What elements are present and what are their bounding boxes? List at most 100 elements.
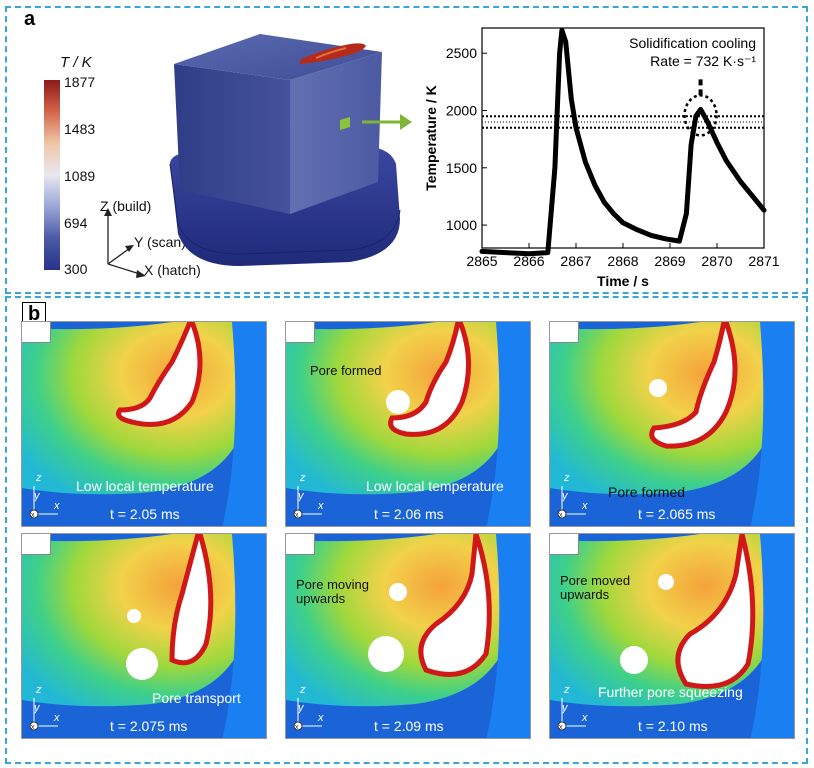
tile-time: t = 2.05 ms: [110, 506, 180, 522]
pore: [127, 609, 141, 623]
colorbar-tick: 1089: [64, 168, 96, 184]
panel-a-letter: a: [24, 8, 36, 30]
colorbar-tick: 694: [64, 215, 88, 231]
x-tick-label: 2866: [513, 253, 544, 269]
mini-axes: x: [557, 486, 586, 519]
temperature-chart: 2865 2866 2867 2868 2869 2870 2871 1000 1500 2000…: [410, 14, 804, 290]
temperature-series-line: [479, 27, 767, 257]
colorbar-gradient: [44, 80, 60, 270]
mini-axis-z-label: z: [300, 472, 306, 484]
mini-axis-z-label: z: [36, 472, 42, 484]
mini-axes: x: [29, 698, 58, 731]
svg-text:x: x: [559, 724, 563, 731]
tile-label: Pore transport: [152, 690, 241, 706]
tile-label: Low local temperature: [76, 478, 214, 494]
tile-label: Low local temperature: [366, 478, 504, 494]
tile-time: t = 2.06 ms: [374, 506, 444, 522]
mini-axes: x: [557, 698, 586, 731]
tile-corner-box: [22, 534, 51, 555]
x-tick-label: 2867: [560, 253, 591, 269]
tile-corner-box: [286, 322, 315, 343]
mini-axis-z-label: z: [564, 472, 570, 484]
mini-axis-x-label: x: [54, 712, 60, 724]
tile-corner-box: [22, 322, 51, 343]
tile-time: t = 2.065 ms: [638, 506, 716, 522]
y-tick-label: 1000: [446, 217, 477, 233]
melt-pool-field: [22, 534, 266, 738]
axis-z-label: Z (build): [100, 198, 152, 214]
melt-pool-field: [550, 322, 794, 526]
melt-pool-field: [286, 534, 530, 738]
axis-x-label: X (hatch): [144, 262, 201, 278]
tile-time: t = 2.075 ms: [110, 718, 188, 734]
mini-axes: x: [29, 486, 58, 519]
pore: [658, 574, 674, 590]
x-tick-label: 2869: [654, 253, 685, 269]
colorbar-tick: 1483: [64, 121, 96, 137]
mini-axes: x: [293, 698, 322, 731]
tile-corner-box: [286, 534, 315, 555]
mini-axis-y-label: y: [298, 490, 304, 502]
panel-a-frame: [5, 6, 808, 294]
svg-text:x: x: [31, 724, 35, 731]
mini-axes: x: [293, 486, 322, 519]
tile-note: Pore moving upwards: [296, 577, 369, 606]
melt-pool-field: [550, 534, 794, 738]
tile-note: Pore formed: [310, 363, 382, 378]
mini-axis-y-label: y: [34, 490, 40, 502]
y-tick-label: 2000: [446, 103, 477, 119]
pore: [389, 583, 407, 601]
pore: [368, 636, 404, 672]
melt-pool-field: [22, 322, 266, 526]
mini-axis-z-label: z: [36, 684, 42, 696]
pore: [620, 646, 648, 674]
x-axis-label: Time / s: [597, 273, 649, 289]
pore: [649, 379, 667, 397]
annotation-line2: Rate = 732 K·s⁻¹: [650, 53, 756, 69]
mini-axis-z-label: z: [564, 684, 570, 696]
x-tick-label: 2871: [748, 253, 779, 269]
mini-axis-z-label: z: [300, 684, 306, 696]
tile-label: Further pore squeezing: [598, 684, 743, 700]
y-tick-label: 1500: [446, 160, 477, 176]
tile-corner-box: [550, 322, 579, 343]
mini-axis-x-label: x: [318, 500, 324, 512]
colorbar-tick: 1877: [64, 74, 96, 90]
mini-axis-y-label: y: [562, 490, 568, 502]
tile-label: Pore formed: [608, 484, 686, 500]
svg-text:x: x: [559, 512, 563, 519]
tile-time: t = 2.09 ms: [374, 718, 444, 734]
mini-axis-y-label: y: [562, 702, 568, 714]
probe-arrow: [362, 114, 412, 130]
tile-corner-box: [550, 534, 579, 555]
svg-text:x: x: [295, 512, 299, 519]
x-tick-label: 2868: [607, 253, 638, 269]
mini-axis-y-label: y: [298, 702, 304, 714]
axis-y-label: Y (scan): [134, 234, 186, 250]
colorbar: T / K 1877 1483 1089 694 300: [40, 50, 120, 280]
pore: [386, 390, 410, 414]
svg-text:x: x: [31, 512, 35, 519]
mini-axis-x-label: x: [582, 712, 588, 724]
pore: [126, 648, 158, 680]
mini-axis-x-label: x: [582, 500, 588, 512]
annotation-line1: Solidification cooling: [629, 35, 756, 51]
mini-axis-y-label: y: [34, 702, 40, 714]
build-cube: [169, 34, 401, 266]
temperature-chart-svg: 2865 2866 2867 2868 2869 2870 2871 1000 1500 2000…: [423, 27, 780, 289]
panel-b-frame: [5, 296, 808, 764]
colorbar-title: T / K: [60, 54, 92, 71]
svg-text:x: x: [295, 724, 299, 731]
melt-pool-field: [286, 322, 530, 526]
y-tick-label: 2500: [446, 45, 477, 61]
x-tick-label: 2870: [701, 253, 732, 269]
x-tick-label: 2865: [466, 253, 497, 269]
y-axis-label: Temperature / K: [423, 85, 439, 191]
mini-axis-x-label: x: [54, 500, 60, 512]
